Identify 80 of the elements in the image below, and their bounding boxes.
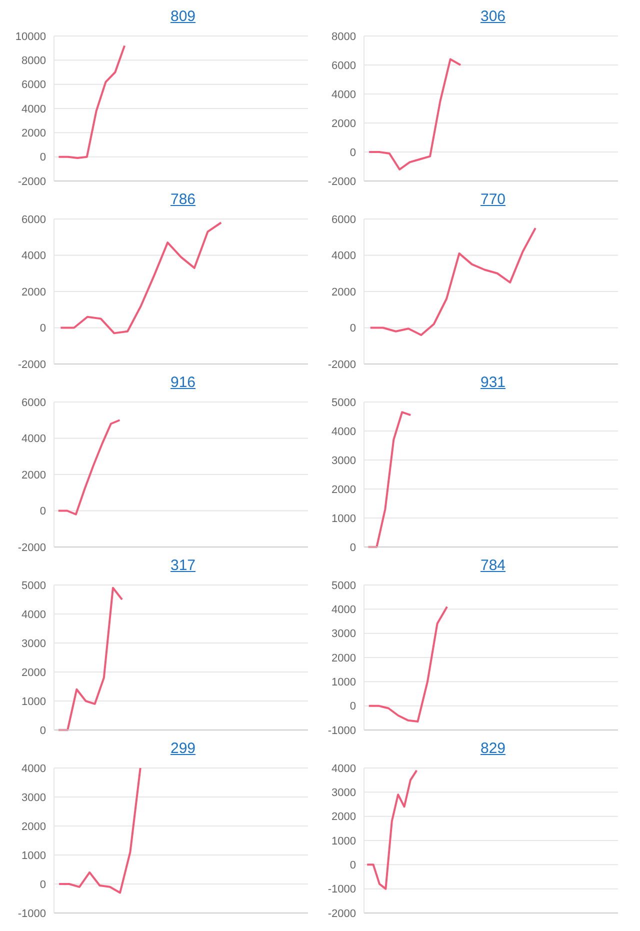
chart-title: 931 [479,374,507,393]
line-series [60,222,222,334]
y-tick-label: 1000 [332,512,356,525]
y-tick-label: 5000 [22,580,46,592]
y-tick-label: 4000 [332,88,356,101]
y-tick-label: 5000 [332,580,356,592]
y-tick-label: 0 [350,542,356,554]
y-tick-label: 4000 [22,250,46,262]
y-tick-label: 0 [40,322,46,335]
y-tick-label: 5000 [332,396,356,409]
y-tick-label: 4000 [22,762,46,775]
y-tick-label: 0 [350,322,356,335]
y-tick-label: 2000 [22,469,46,482]
line-series [368,58,462,170]
y-tick-label: -1000 [328,724,356,737]
y-tick-label: 0 [40,724,46,737]
line-series [367,411,412,548]
line-series [369,227,536,336]
y-tick-label: -2000 [328,176,356,188]
y-tick-label: 6000 [22,214,46,226]
line-series [57,419,121,516]
chart-title: 916 [169,374,197,393]
y-tick-label: 0 [350,700,356,713]
y-tick-label: 0 [40,152,46,164]
y-tick-label: 3000 [332,628,356,640]
y-tick-label: 3000 [332,454,356,467]
y-tick-label: 6000 [332,60,356,72]
y-tick-label: 1000 [22,696,46,708]
y-tick-label: 3000 [332,787,356,800]
y-tick-label: -2000 [328,358,356,371]
y-tick-label: 4000 [332,426,356,438]
y-tick-label: 2000 [22,820,46,833]
y-tick-label: 3000 [22,792,46,804]
y-tick-label: 0 [350,860,356,872]
line-series [366,769,418,890]
y-tick-label: 3000 [22,638,46,650]
line-series [58,767,142,894]
line-series [368,606,448,723]
y-tick-label: -2000 [18,176,46,188]
y-tick-label: 1000 [332,835,356,848]
y-tick-label: 8000 [22,55,46,68]
y-tick-label: 6000 [22,79,46,92]
y-tick-label: 8000 [332,30,356,43]
line-series [58,586,124,731]
y-tick-label: 0 [40,878,46,891]
y-tick-label: 2000 [22,666,46,679]
y-tick-label: -1000 [18,908,46,920]
chart-title: 809 [169,8,197,27]
y-tick-label: 6000 [22,396,46,409]
y-tick-label: 4000 [332,762,356,775]
y-tick-label: 2000 [332,118,356,130]
chart-title: 786 [169,191,197,210]
y-tick-label: 4000 [332,604,356,616]
y-tick-label: 0 [350,146,356,159]
y-tick-label: 10000 [15,30,46,43]
y-tick-label: 1000 [332,676,356,689]
y-tick-label: 0 [40,506,46,518]
chart-title: 299 [169,740,197,759]
y-tick-label: -2000 [328,908,356,920]
y-tick-label: -2000 [18,358,46,371]
y-tick-label: 6000 [332,214,356,226]
y-tick-label: 4000 [22,103,46,116]
chart-title: 317 [169,557,197,576]
y-tick-label: 2000 [332,652,356,664]
y-tick-label: 2000 [332,484,356,496]
chart-title: 829 [479,740,507,759]
y-tick-label: 4000 [22,433,46,446]
y-tick-label: 2000 [22,128,46,140]
y-tick-label: 4000 [22,608,46,621]
y-tick-label: 2000 [332,811,356,824]
y-tick-label: 1000 [22,850,46,862]
y-tick-label: 2000 [332,286,356,298]
chart-title: 784 [479,557,507,576]
y-tick-label: -2000 [18,542,46,554]
chart-title: 770 [479,191,507,210]
line-series [58,44,126,160]
chart-title: 306 [479,8,507,27]
y-tick-label: -1000 [328,884,356,896]
y-tick-label: 2000 [22,286,46,298]
y-tick-label: 4000 [332,250,356,262]
